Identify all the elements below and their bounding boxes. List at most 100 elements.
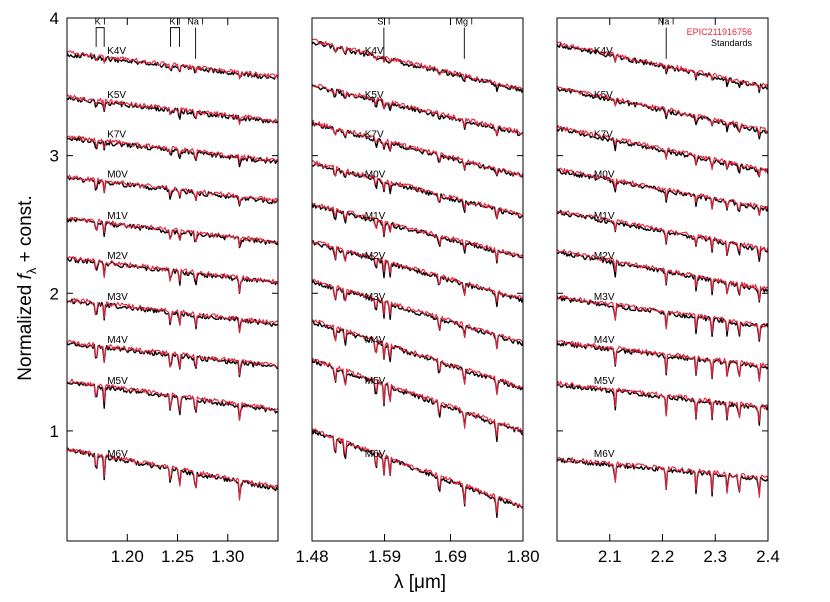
spectrum-target-k5v <box>66 94 279 126</box>
x-tick-label: 1.59 <box>368 547 401 566</box>
spectral-type-label: M5V <box>365 376 386 387</box>
spectrum-target-m2v <box>66 256 279 293</box>
spectral-type-label: M1V <box>594 211 615 222</box>
spectral-type-label: M5V <box>594 376 615 387</box>
spectrum-target-m1v <box>556 210 769 258</box>
y-tick-label: 4 <box>50 9 59 28</box>
spectrum-standard-k4v <box>556 42 769 94</box>
spectral-type-label: K7V <box>594 130 613 141</box>
spectral-type-label: K5V <box>365 90 384 101</box>
spectrum-target-m2v <box>556 249 769 302</box>
y-axis-title: Normalized fλ + const. <box>15 195 39 381</box>
spectrum-standard-k4v <box>311 41 524 93</box>
spectral-type-label: K4V <box>107 46 126 57</box>
spectrum-target-m6v <box>66 446 279 501</box>
annotation-bracket <box>170 27 180 47</box>
spectrum-target-k5v <box>311 83 524 136</box>
spectrum-target-m0v <box>311 160 524 220</box>
spectrum-target-m0v <box>556 167 769 216</box>
annotation-label: K I <box>95 17 106 27</box>
spectral-type-label: K7V <box>107 130 126 141</box>
panel-frame <box>66 17 279 542</box>
x-tick-label: 2.3 <box>703 547 727 566</box>
spectrum-standard-m2v <box>556 250 769 303</box>
spectrum-target-m3v <box>556 294 769 340</box>
spectrum-target-m3v <box>66 297 279 334</box>
y-axis-ticks: 1 2 3 4 <box>50 9 59 441</box>
x-tick-label: 2.4 <box>756 547 780 566</box>
x-tick-label: 2.1 <box>598 547 622 566</box>
spectral-type-label: M6V <box>594 449 615 460</box>
x-tick-label: 1.48 <box>295 547 328 566</box>
panel-frame <box>311 17 524 542</box>
line-annotation: Na I <box>658 17 675 59</box>
spectrum-standard-m6v <box>311 428 524 518</box>
spectral-type-label: M3V <box>107 292 128 303</box>
spectral-type-label: M3V <box>365 292 386 303</box>
spectrum-target-k7v <box>311 119 524 178</box>
annotation-bracket <box>95 27 105 47</box>
annotation-label: Mg I <box>456 17 474 27</box>
spectrum-target-k5v <box>556 85 769 137</box>
y-tick-label: 3 <box>50 147 59 166</box>
spectrum-target-m4v <box>67 339 279 376</box>
spectral-type-label: M6V <box>365 449 386 460</box>
spectrum-standard-m5v <box>66 381 279 421</box>
spectrum-target-k7v <box>556 124 769 178</box>
spectrum-standard-m4v <box>66 341 279 378</box>
spectral-type-label: M6V <box>107 449 128 460</box>
line-annotation: K I <box>95 17 106 47</box>
x-tick-label: 1.69 <box>434 547 467 566</box>
spectrum-target-m0v <box>66 174 279 205</box>
spectrum-target-m4v <box>311 319 524 396</box>
line-annotation: Na I <box>187 17 204 59</box>
spectral-panels: K4V K5V K7V M0V M1V M2V M3V M4V M5V M6V 1.20 1.25 1.… <box>66 17 780 566</box>
spectrum-target-m6v <box>556 456 769 498</box>
spectral-type-label: K7V <box>365 130 384 141</box>
spectrum-target-m3v <box>311 278 524 350</box>
spectrum-standard-m6v <box>556 457 769 497</box>
line-annotation: K I <box>170 17 181 47</box>
x-tick-label: 1.25 <box>161 547 194 566</box>
spectrum-target-m1v <box>311 202 524 262</box>
spectral-type-label: M2V <box>107 251 128 262</box>
spectral-type-label: M2V <box>594 251 615 262</box>
x-axis-title: λ [μm] <box>394 572 446 593</box>
panel-k-band: K4V K5V K7V M0V M1V M2V M3V M4V M5V M6V 2.1 2.2 2.3 2… <box>556 17 780 566</box>
x-tick-label: 2.2 <box>651 547 675 566</box>
spectrum-standard-m6v <box>66 447 279 499</box>
spectrum-standard-m3v <box>556 295 769 342</box>
annotation-label: K I <box>170 17 181 27</box>
spectral-type-label: M4V <box>107 335 128 346</box>
spectrum-target-m4v <box>556 339 769 382</box>
spectrum-standard-m1v <box>556 209 768 262</box>
spectrum-target-k4v <box>66 50 279 80</box>
spectrum-target-m5v <box>66 378 279 421</box>
spectrum-target-k4v <box>556 41 769 91</box>
line-annotation: Mg I <box>456 17 474 59</box>
spectral-type-label: K4V <box>365 46 384 57</box>
spectral-type-label: M0V <box>107 170 128 181</box>
spectral-type-label: M2V <box>365 251 386 262</box>
spectrum-target-m1v <box>66 216 279 247</box>
annotation-label: Na I <box>658 17 675 27</box>
spectrum-standard-k5v <box>557 87 769 140</box>
spectral-type-label: M5V <box>107 376 128 387</box>
spectral-type-label: M0V <box>594 170 615 181</box>
panel-h-band: K4V K5V K7V M0V M1V M2V M3V M4V M5V M6V 1.48 1.59 1.… <box>295 17 539 566</box>
line-annotation: Si I <box>377 17 390 59</box>
x-tick-label: 1.30 <box>211 547 244 566</box>
spectrum-standard-k7v <box>311 121 524 178</box>
spectral-type-label: M0V <box>365 170 386 181</box>
annotation-label: Na I <box>187 17 204 27</box>
x-tick-label: 1.20 <box>111 547 144 566</box>
spectrum-standard-m3v <box>311 279 524 350</box>
spectral-type-label: K4V <box>594 46 613 57</box>
spectral-type-label: M4V <box>594 335 615 346</box>
legend: EPIC211916756 Standards <box>687 27 753 48</box>
spectral-type-label: M1V <box>365 211 386 222</box>
spectrum-standard-m0v <box>66 176 279 207</box>
legend-entry-standards: Standards <box>711 38 753 48</box>
spectral-type-label: M3V <box>594 292 615 303</box>
